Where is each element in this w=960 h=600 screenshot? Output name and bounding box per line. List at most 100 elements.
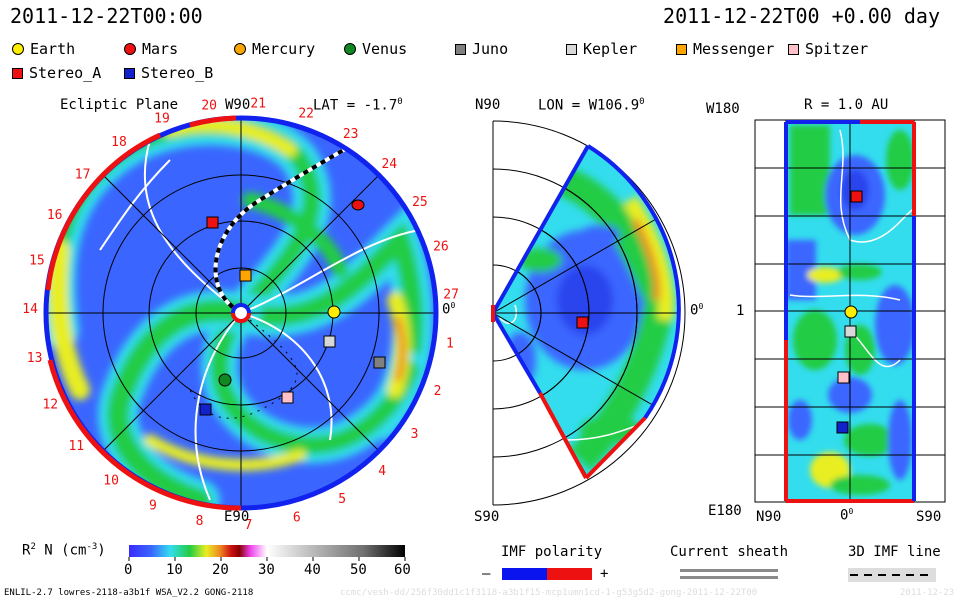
rotation-label-23: 23 [343,127,359,142]
legend-item-mercury: Mercury [234,40,315,58]
legend-item-spitzer: Spitzer [788,40,868,58]
ecliptic-rim-red-top [189,115,237,128]
colorbar-tick-20: 20 [212,562,229,578]
meridional-boundary-lower-red [538,392,588,479]
ecliptic-mars-marker [351,199,365,211]
spitzer-marker-icon [788,43,799,55]
radial-bodies [836,190,863,434]
rotation-label-4: 4 [378,464,386,479]
density-colorbar [128,545,406,561]
imf-3d-title: 3D IMF line [848,544,941,560]
legend-item-mars: Mars [124,40,178,58]
ecliptic-earth-marker [327,305,341,319]
colorbar-gradient [129,545,405,557]
ecliptic-rim-red-lower [47,359,242,511]
rotation-label-22: 22 [298,106,314,121]
radial-title: R = 1.0 AU [804,97,889,113]
sun-red-half [231,312,251,323]
ecliptic-stereo-b-marker [199,403,212,416]
legend-item-venus: Venus [344,40,407,58]
ecliptic-stereo-a-marker [206,216,219,229]
meridional-boundary-arc [586,144,681,420]
meridional-boundary-lower-blue [491,311,542,395]
ecliptic-title: Ecliptic Plane [60,97,179,113]
rotation-label-19: 19 [154,111,170,126]
rotation-label-1: 1 [446,336,454,351]
rotation-label-13: 13 [27,351,43,366]
rotation-label-21: 21 [250,97,266,112]
meridional-zero-label: 00 [690,302,704,319]
timestamp-left: 2011-12-22T00:00 [10,4,203,28]
radial-one-label: 1 [736,303,745,319]
colorbar-tick-60: 60 [394,562,411,578]
colorbar-tick-0: 0 [124,562,133,578]
radial-n90-label: N90 [756,509,782,525]
legend-item-juno: Juno [455,40,508,58]
colorbar-tick-40: 40 [304,562,321,578]
mars-marker-icon [124,43,136,55]
footer-center: ccmc/vesh-dd/256f30dd1c1f3118-a3b1f15-mc… [340,588,758,598]
ecliptic-rim-red-upper [45,132,162,291]
rotation-label-26: 26 [433,240,449,255]
colorbar-ticks [128,557,406,561]
rotation-label-11: 11 [68,439,84,454]
rotation-label-24: 24 [381,157,397,172]
radial-map-plot [754,119,946,503]
rotation-label-25: 25 [412,195,428,210]
radial-sheath-middle [789,294,901,301]
imf-polarity-plus: + [600,566,609,582]
rotation-label-2: 2 [434,384,442,399]
legend-item-earth: Earth [12,40,75,58]
current-sheath-line-1 [680,569,778,572]
footer-right: 2011-12-23 [900,588,955,598]
legend-item-kepler: Kepler [566,40,637,58]
ecliptic-juno-marker [373,356,386,369]
juno-marker-icon [455,43,466,55]
rotation-label-10: 10 [103,473,119,488]
imf-polarity-positive [547,568,592,580]
colorbar-tick-10: 10 [166,562,183,578]
footer-left: ENLIL-2.7 lowres-2118-a3b1f WSA_V2.2 GON… [4,588,254,598]
rotation-label-12: 12 [42,397,58,412]
rotation-label-7: 7 [244,518,252,533]
legend-item-stereo-a: Stereo_A [12,64,101,82]
meridional-plane-plot [491,120,686,506]
colorbar-tick-30: 30 [258,562,275,578]
ecliptic-zero-label: 00 [442,301,456,318]
ecliptic-spitzer-marker [281,391,294,404]
rotation-label-17: 17 [75,168,91,183]
earth-marker-icon [12,43,24,55]
radial-earth-marker [844,305,858,319]
timestamp-right: 2011-12-22T00 +0.00 day [663,4,940,28]
rotation-label-15: 15 [29,254,45,269]
ecliptic-imf-line-white [213,143,354,315]
ecliptic-e90-label: E90 [224,509,250,525]
kepler-marker-icon [566,43,577,55]
rotation-label-16: 16 [47,208,63,223]
radial-kepler-marker [844,325,857,338]
ecliptic-venus-marker [218,373,232,387]
colorbar-tick-50: 50 [350,562,367,578]
meridional-sheath-inner [499,304,517,324]
imf-polarity-minus: – [482,566,491,582]
rotation-label-6: 6 [293,511,301,526]
current-sheath-line-2 [680,576,778,579]
imf-polarity-negative [502,568,547,580]
radial-stereo-b-marker [836,421,849,434]
stereo-a-marker-icon [12,67,23,79]
radial-density-field [786,125,914,495]
rotation-label-20: 20 [201,98,217,113]
imf-polarity-title: IMF polarity [501,544,603,560]
meridional-boundary-arc-red [584,416,647,480]
radial-e180-label: E180 [708,503,742,519]
radial-stereo-a-marker [850,190,863,203]
radial-spitzer-marker [837,371,850,384]
rotation-label-14: 14 [22,302,38,317]
meridional-s90-label: S90 [474,509,500,525]
rotation-label-18: 18 [111,135,127,150]
meridional-n90-label: N90 [475,97,501,113]
rotation-label-8: 8 [196,514,204,529]
ecliptic-kepler-marker [323,335,336,348]
